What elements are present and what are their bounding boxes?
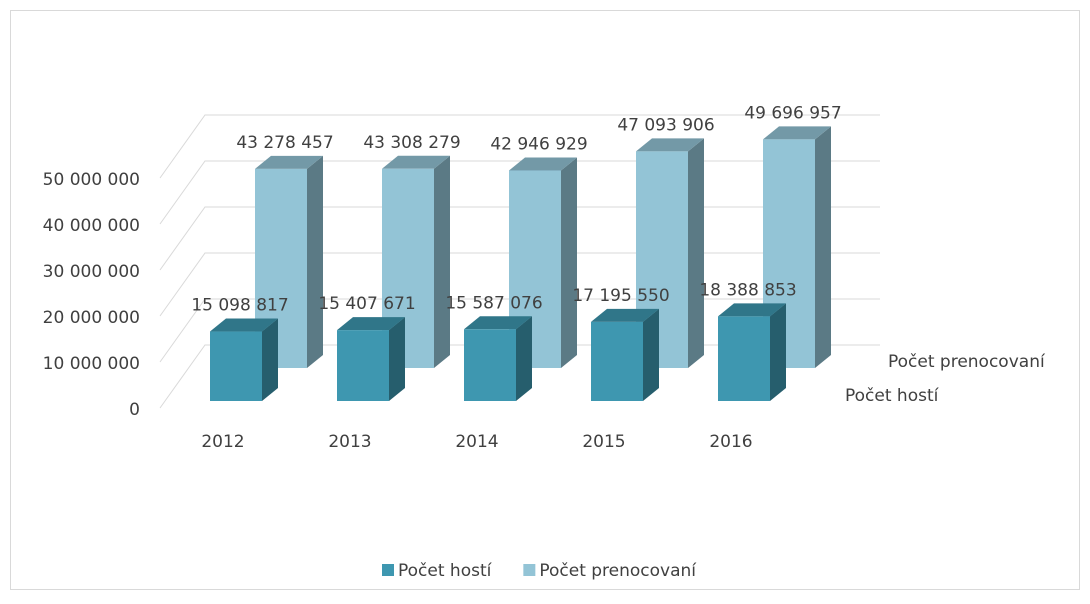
bar-top — [636, 138, 704, 152]
bar — [718, 316, 770, 401]
x-tick-label: 2015 — [582, 432, 625, 452]
bar-top — [382, 155, 450, 169]
value-label: 42 946 929 — [490, 134, 587, 154]
value-label: 15 587 076 — [445, 293, 542, 313]
y-tick-label: 40 000 000 — [43, 216, 140, 236]
value-label: 15 098 817 — [191, 296, 288, 316]
bar-top — [255, 155, 323, 169]
y-tick-label: 30 000 000 — [43, 262, 140, 282]
value-label: 17 195 550 — [572, 286, 669, 306]
bar-top — [464, 316, 532, 330]
bar — [464, 329, 516, 401]
y-tick-label: 20 000 000 — [43, 308, 140, 328]
bar-top — [337, 317, 405, 331]
x-tick-label: 2016 — [709, 432, 752, 452]
legend-swatch — [523, 564, 536, 576]
y-tick-label: 10 000 000 — [43, 354, 140, 374]
value-label: 43 278 457 — [236, 133, 333, 153]
bar-top — [591, 308, 659, 322]
depth-axis-label: Počet hostí — [845, 386, 940, 406]
bar-side — [561, 157, 577, 368]
bar — [210, 331, 262, 401]
bar-top — [509, 157, 577, 171]
bar-side — [688, 138, 704, 368]
value-label: 18 388 853 — [699, 280, 796, 300]
bar-side — [770, 303, 786, 401]
value-label: 43 308 279 — [363, 133, 460, 153]
legend-label: Počet hostí — [398, 561, 493, 581]
bar-side — [434, 155, 450, 368]
value-label: 49 696 957 — [744, 103, 841, 123]
bar-side — [815, 126, 831, 368]
y-tick-label: 0 — [129, 400, 140, 420]
bar-top — [763, 126, 831, 140]
value-label: 15 407 671 — [318, 294, 415, 314]
grid-line — [159, 114, 880, 179]
bar-top — [210, 318, 278, 332]
bar — [591, 321, 643, 401]
value-label: 47 093 906 — [617, 115, 714, 135]
depth-axis-label: Počet prenocovaní — [888, 352, 1046, 372]
x-tick-label: 2012 — [201, 432, 244, 452]
legend-swatch — [382, 564, 394, 576]
bar-side — [643, 308, 659, 401]
bar-side — [262, 318, 278, 401]
bar-side — [307, 155, 323, 368]
x-tick-label: 2014 — [455, 432, 498, 452]
bar-top — [718, 303, 786, 317]
bar — [337, 330, 389, 401]
x-tick-label: 2013 — [328, 432, 371, 452]
bar-side — [516, 316, 532, 401]
bar-side — [389, 317, 405, 401]
y-tick-label: 50 000 000 — [43, 170, 140, 190]
legend-label: Počet prenocovaní — [539, 561, 697, 581]
